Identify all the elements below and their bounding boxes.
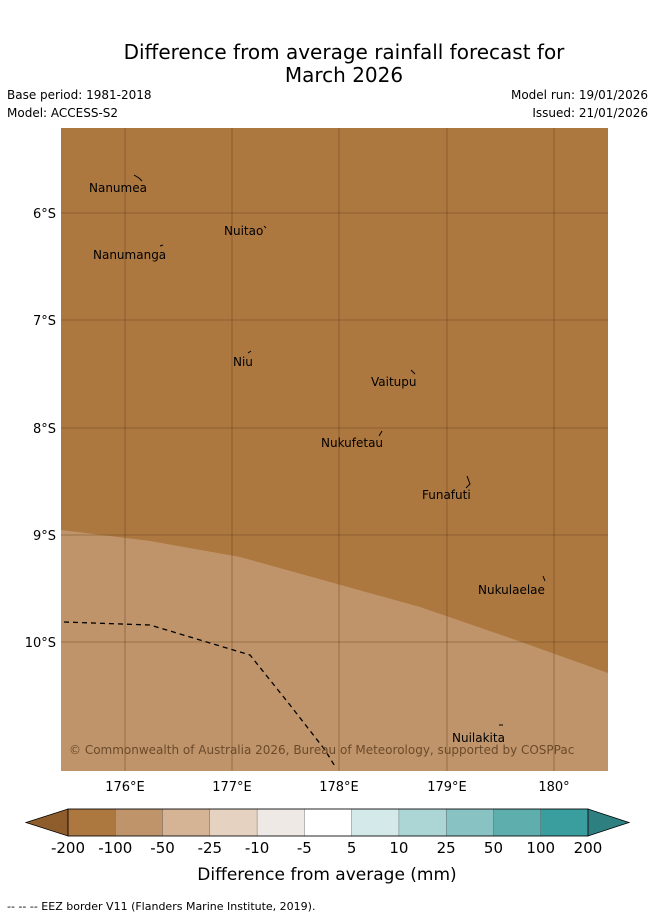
island-label-niu: Niu	[233, 355, 253, 369]
colorbar-tick-label: -25	[198, 839, 223, 857]
rainfall-field: Nanumea Nuitao Nanumanga Niu Vaitupu Nuk…	[61, 128, 608, 771]
island-shape-niu	[247, 350, 252, 354]
island-label-nukulaelae: Nukulaelae	[478, 583, 545, 597]
island-labels: Nanumea Nuitao Nanumanga Niu Vaitupu Nuk…	[89, 181, 545, 745]
map-title: Difference from average rainfall forecas…	[0, 41, 655, 87]
lat-label-7s: 7°S	[33, 314, 56, 329]
colorbar-tick-label: -10	[245, 839, 270, 857]
colorbar-segment	[304, 808, 353, 837]
colorbar-tick-label: 10	[389, 839, 408, 857]
island-shape-nukulaelae	[542, 575, 546, 582]
island-shape-vaitupu	[410, 369, 416, 375]
colorbar-tick-label: -200	[51, 839, 85, 857]
colorbar-over-arrow	[587, 808, 631, 837]
island-label-nanumea: Nanumea	[89, 181, 147, 195]
island-shape-nuitao	[263, 225, 267, 229]
island-shape-funafuti	[465, 475, 471, 489]
lon-label-180: 180°	[538, 780, 569, 795]
colorbar-segment	[209, 808, 258, 837]
colorbar-tick-label: -50	[150, 839, 175, 857]
base-period: Base period: 1981-2018	[7, 88, 152, 102]
island-shape-nukufetau	[378, 430, 383, 437]
copyright-notice: © Commonwealth of Australia 2026, Bureau…	[69, 743, 574, 757]
lon-label-179e: 179°E	[427, 780, 467, 795]
lat-label-8s: 8°S	[33, 422, 56, 437]
colorbar-segment	[256, 808, 305, 837]
island-shape-nanumanga	[159, 244, 164, 247]
title-line-2: March 2026	[284, 63, 404, 87]
lat-label-10s: 10°S	[25, 636, 56, 651]
island-label-funafuti: Funafuti	[422, 488, 471, 502]
colorbar-tick-label: 25	[437, 839, 456, 857]
lon-label-177e: 177°E	[212, 780, 252, 795]
island-label-nukufetau: Nukufetau	[321, 436, 383, 450]
title-line-1: Difference from average rainfall forecas…	[123, 40, 565, 64]
colorbar-segment	[398, 808, 447, 837]
colorbar-tick-label: -5	[297, 839, 312, 857]
colorbar-tick-label: 50	[484, 839, 503, 857]
colorbar-segment	[162, 808, 211, 837]
colorbar-segment	[115, 808, 164, 837]
model-name: Model: ACCESS-S2	[7, 106, 119, 120]
colorbar-title: Difference from average (mm)	[197, 865, 456, 885]
colorbar-tick-labels: -200 -100 -50 -25 -10 -5 5 10 25 50 100 200	[51, 839, 602, 857]
island-shape-nanumea	[133, 174, 143, 182]
island-label-nuilakita: Nuilakita	[452, 731, 505, 745]
colorbar-under-arrow	[24, 808, 69, 837]
island-label-nanumanga: Nanumanga	[93, 248, 166, 262]
lon-label-176e: 176°E	[105, 780, 145, 795]
eez-legend-note: -- -- -- EEZ border V11 (Flanders Marine…	[7, 900, 316, 913]
issued-date: Issued: 21/01/2026	[532, 106, 648, 120]
colorbar-segment	[67, 808, 116, 837]
lat-axis: 6°S 7°S 8°S 9°S 10°S	[25, 207, 56, 651]
colorbar-tick-label: 5	[347, 839, 357, 857]
colorbar-segment	[540, 808, 589, 837]
lon-label-178e: 178°E	[319, 780, 359, 795]
colorbar-segments	[67, 808, 589, 837]
eez-border	[63, 621, 337, 769]
model-run: Model run: 19/01/2026	[510, 88, 648, 102]
lat-label-9s: 9°S	[33, 529, 56, 544]
field-dry-moderate	[61, 530, 608, 771]
island-outlines	[133, 174, 546, 726]
colorbar-frame	[67, 808, 589, 837]
island-label-nuitao: Nuitao	[224, 224, 263, 238]
colorbar-segment	[445, 808, 494, 837]
graticule	[61, 128, 608, 771]
island-label-vaitupu: Vaitupu	[371, 375, 417, 389]
lat-label-6s: 6°S	[33, 207, 56, 222]
colorbar-segment	[493, 808, 542, 837]
colorbar-tick-label: 200	[574, 839, 603, 857]
colorbar: -200 -100 -50 -25 -10 -5 5 10 25 50 100 200 Differe…	[24, 808, 631, 885]
colorbar-segment	[351, 808, 400, 837]
colorbar-tick-label: -100	[98, 839, 132, 857]
lon-axis: 176°E 177°E 178°E 179°E 180°	[105, 780, 569, 795]
colorbar-tick-label: 100	[526, 839, 555, 857]
